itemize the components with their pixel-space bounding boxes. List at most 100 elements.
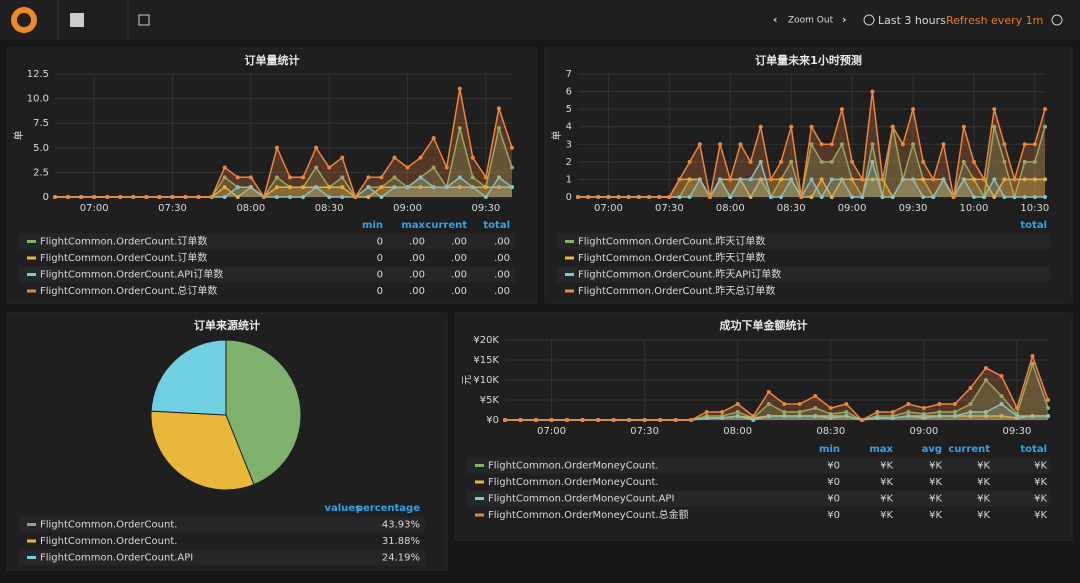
legend-value: 0 — [377, 253, 383, 264]
point — [718, 142, 723, 147]
point — [235, 185, 240, 190]
legend-value: .00 — [494, 286, 510, 297]
point — [66, 195, 71, 199]
point — [860, 177, 865, 182]
point — [636, 195, 641, 199]
area — [55, 88, 512, 197]
point — [565, 418, 570, 422]
legend-value: ¥K — [929, 477, 942, 488]
point — [1043, 177, 1047, 182]
point — [735, 402, 740, 406]
point — [1012, 195, 1017, 199]
point — [921, 414, 926, 418]
point — [748, 195, 753, 199]
point — [144, 195, 149, 199]
panel-title: 订单量未来1小时预测 — [755, 53, 862, 67]
point — [183, 195, 188, 199]
point — [157, 195, 162, 199]
point — [457, 185, 462, 190]
point — [813, 406, 818, 410]
legend-row — [467, 490, 1050, 507]
legend-value: ¥K — [929, 510, 942, 521]
point — [457, 86, 462, 91]
time-range[interactable]: Last 3 hours — [878, 14, 946, 27]
point — [697, 142, 702, 147]
point — [779, 159, 784, 164]
y-tick-label: 2.5 — [33, 167, 49, 178]
refresh[interactable]: Refresh every 1m — [946, 14, 1043, 27]
point — [758, 159, 763, 164]
point — [657, 195, 662, 199]
point — [379, 185, 384, 190]
point — [921, 406, 926, 410]
point — [534, 418, 539, 422]
point — [1046, 406, 1050, 410]
zoom-out[interactable]: Zoom Out — [788, 16, 834, 26]
point — [797, 402, 802, 406]
x-tick-label: 08:00 — [236, 203, 265, 214]
point — [766, 402, 771, 406]
point — [982, 177, 987, 182]
point — [496, 175, 501, 180]
point — [366, 185, 371, 190]
legend-value: .00 — [494, 237, 510, 248]
point — [992, 107, 997, 112]
point — [1002, 142, 1007, 147]
legend-header: current — [425, 220, 467, 231]
zoom-right[interactable]: › — [842, 13, 847, 26]
point — [880, 177, 885, 182]
point — [431, 165, 436, 170]
point — [900, 177, 905, 182]
y-tick-label: 5.0 — [33, 143, 49, 154]
point — [596, 195, 601, 199]
point — [829, 159, 834, 164]
zoom-left[interactable]: ‹ — [773, 13, 778, 26]
y-axis-label: 单 — [551, 131, 563, 141]
point — [314, 185, 319, 190]
y-axis-label: 元 — [462, 375, 473, 385]
y-tick-label: ¥15K — [473, 355, 499, 366]
point — [809, 195, 814, 199]
panel-title: 订单量统计 — [245, 53, 300, 67]
legend-value: ¥K — [929, 461, 942, 472]
point — [470, 185, 475, 190]
point — [79, 195, 84, 199]
point — [870, 159, 875, 164]
point — [1032, 159, 1037, 164]
y-tick-label: ¥0 — [486, 415, 499, 426]
top-bar — [0, 0, 1080, 40]
point — [418, 155, 423, 160]
point — [952, 410, 957, 414]
point — [288, 185, 293, 190]
legend-header: max — [869, 444, 893, 455]
point — [758, 177, 763, 182]
point — [1032, 142, 1037, 147]
dashboards-icon[interactable] — [70, 13, 84, 27]
point — [392, 155, 397, 160]
x-tick-label: 09:00 — [393, 203, 422, 214]
share-icon[interactable] — [138, 14, 150, 26]
legend-header: total — [1020, 220, 1047, 231]
legend-percentage: 31.88% — [382, 536, 420, 547]
refresh-icon[interactable] — [1051, 14, 1063, 26]
legend-value: .00 — [494, 253, 510, 264]
y-tick-label: 7 — [566, 69, 572, 80]
point — [687, 195, 692, 199]
legend-value: ¥K — [880, 494, 893, 505]
point — [707, 195, 712, 199]
point — [906, 410, 911, 414]
point — [677, 177, 682, 182]
legend-row — [19, 233, 515, 250]
point — [248, 185, 253, 190]
point — [875, 410, 880, 414]
point — [549, 418, 554, 422]
point — [911, 177, 916, 182]
point — [1043, 195, 1047, 199]
point — [968, 386, 973, 390]
legend-value: .00 — [409, 237, 425, 248]
pie-slice — [225, 339, 302, 486]
point — [457, 126, 462, 131]
x-tick-label: 08:00 — [723, 426, 752, 437]
y-tick-label: 6 — [566, 87, 572, 98]
point — [829, 177, 834, 182]
